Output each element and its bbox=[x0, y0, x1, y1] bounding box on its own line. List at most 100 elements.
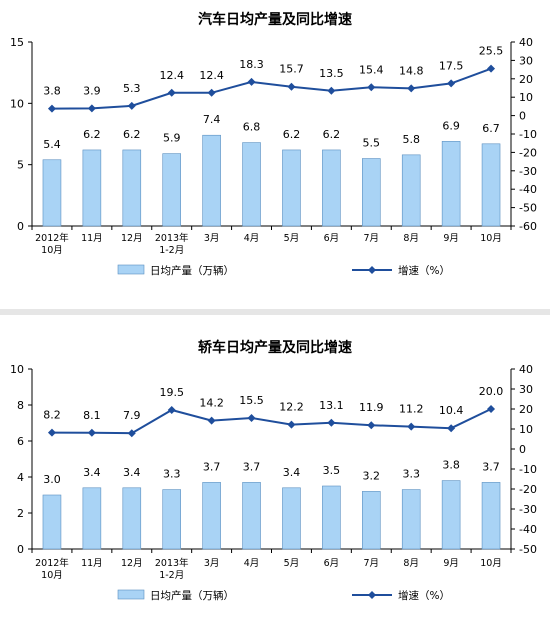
bar bbox=[322, 485, 341, 550]
legend-bar-label: 日均产量（万辆） bbox=[150, 264, 234, 277]
right-tick-label: 30 bbox=[519, 54, 533, 67]
category-label: 9月 bbox=[443, 558, 459, 569]
legend-bar-swatch bbox=[117, 589, 145, 600]
growth-point bbox=[47, 104, 56, 113]
right-tick-label: 40 bbox=[519, 36, 533, 49]
growth-value-label: 19.5 bbox=[159, 386, 184, 399]
growth-point bbox=[407, 84, 416, 93]
growth-point bbox=[47, 428, 56, 437]
growth-point bbox=[207, 88, 216, 97]
growth-point bbox=[167, 406, 176, 414]
right-tick-label: -40 bbox=[519, 523, 537, 536]
bar-value-label: 3.7 bbox=[203, 460, 221, 473]
bar-value-label: 3.5 bbox=[323, 464, 341, 477]
right-tick-label: -30 bbox=[519, 165, 537, 178]
growth-point bbox=[167, 88, 176, 97]
bar-value-label: 6.2 bbox=[283, 128, 301, 141]
bar bbox=[401, 154, 421, 227]
category-label: 2013年 1-2月 bbox=[155, 232, 189, 256]
legend-line-label: 增速（%） bbox=[398, 589, 450, 602]
chart-2: 轿车日均产量及同比增速 0 2 4 6 8 10 -50 -40 -30 -20 -10 0 10 20 30… bbox=[10, 339, 537, 602]
growth-value-label: 13.1 bbox=[319, 399, 344, 412]
bar bbox=[82, 149, 102, 227]
bar bbox=[122, 149, 142, 227]
bar bbox=[82, 487, 102, 550]
growth-point bbox=[287, 82, 296, 91]
bar bbox=[122, 487, 142, 550]
left-tick-label: 10 bbox=[10, 97, 24, 110]
bar-value-label: 3.4 bbox=[283, 466, 301, 479]
growth-value-label: 25.5 bbox=[479, 45, 504, 58]
bar-value-label: 6.8 bbox=[243, 121, 261, 134]
growth-value-label: 11.2 bbox=[399, 403, 424, 416]
right-tick-label: -30 bbox=[519, 503, 537, 516]
growth-value-label: 18.3 bbox=[239, 58, 264, 71]
bar bbox=[282, 149, 301, 227]
category-label: 4月 bbox=[244, 558, 260, 569]
right-tick-label: -10 bbox=[519, 463, 537, 476]
left-tick-label: 0 bbox=[17, 543, 24, 556]
left-tick-label: 15 bbox=[10, 36, 24, 49]
bar-value-label: 3.7 bbox=[243, 460, 261, 473]
growth-point bbox=[87, 104, 96, 113]
right-tick-label: 10 bbox=[519, 91, 533, 104]
bar bbox=[162, 153, 181, 227]
category-label: 5月 bbox=[284, 558, 300, 569]
category-label: 6月 bbox=[324, 558, 340, 569]
bar-value-label: 6.9 bbox=[442, 119, 460, 132]
bar-value-label: 5.4 bbox=[43, 138, 61, 151]
growth-value-label: 10.4 bbox=[439, 404, 464, 417]
growth-value-label: 7.9 bbox=[123, 409, 141, 422]
bar-value-label: 3.3 bbox=[402, 468, 420, 481]
right-tick-label: -50 bbox=[519, 543, 537, 556]
growth-value-label: 8.1 bbox=[83, 409, 101, 422]
growth-value-label: 3.9 bbox=[83, 84, 101, 97]
growth-value-label: 15.7 bbox=[279, 63, 304, 76]
growth-point bbox=[287, 420, 296, 429]
bar-value-label: 3.8 bbox=[442, 459, 460, 472]
growth-line bbox=[51, 408, 492, 435]
growth-value-label: 14.2 bbox=[199, 397, 224, 410]
bar-value-label: 3.4 bbox=[123, 466, 141, 479]
bar bbox=[362, 158, 381, 227]
category-label: 11月 bbox=[81, 558, 103, 569]
category-label: 7月 bbox=[364, 233, 380, 244]
growth-value-label: 12.2 bbox=[279, 401, 304, 414]
growth-point bbox=[127, 429, 136, 438]
growth-value-label: 12.4 bbox=[159, 69, 184, 82]
category-label: 7月 bbox=[364, 558, 380, 569]
legend: 日均产量（万辆） 增速（%） bbox=[117, 589, 450, 602]
category-label: 6月 bbox=[324, 233, 340, 244]
right-tick-label: -60 bbox=[519, 220, 537, 233]
bar-value-label: 5.8 bbox=[402, 133, 420, 146]
chart-divider bbox=[0, 309, 550, 315]
bar bbox=[242, 482, 261, 550]
growth-point bbox=[407, 422, 416, 431]
right-tick-label: 20 bbox=[519, 73, 533, 86]
growth-value-label: 20.0 bbox=[479, 385, 504, 398]
left-tick-label: 4 bbox=[17, 471, 24, 484]
left-tick-label: 8 bbox=[17, 399, 24, 412]
growth-point bbox=[327, 418, 336, 427]
bar bbox=[441, 480, 461, 550]
growth-point bbox=[207, 416, 216, 425]
right-tick-label: 40 bbox=[519, 363, 533, 376]
bar bbox=[42, 494, 62, 550]
bar bbox=[282, 487, 301, 550]
category-label: 3月 bbox=[204, 558, 220, 569]
left-tick-label: 6 bbox=[17, 435, 24, 448]
growth-point bbox=[367, 83, 376, 92]
left-tick-label: 0 bbox=[17, 220, 24, 233]
bar-value-label: 6.2 bbox=[323, 128, 341, 141]
right-tick-label: -50 bbox=[519, 202, 537, 215]
growth-point bbox=[247, 77, 256, 86]
category-label: 2013年 1-2月 bbox=[155, 557, 189, 581]
bar-value-label: 5.9 bbox=[163, 132, 181, 145]
bar bbox=[362, 491, 381, 550]
category-label: 10月 bbox=[480, 558, 502, 569]
right-tick-label: 10 bbox=[519, 423, 533, 436]
growth-value-label: 15.5 bbox=[239, 394, 264, 407]
growth-point bbox=[447, 424, 456, 433]
legend-line-marker bbox=[368, 266, 376, 274]
